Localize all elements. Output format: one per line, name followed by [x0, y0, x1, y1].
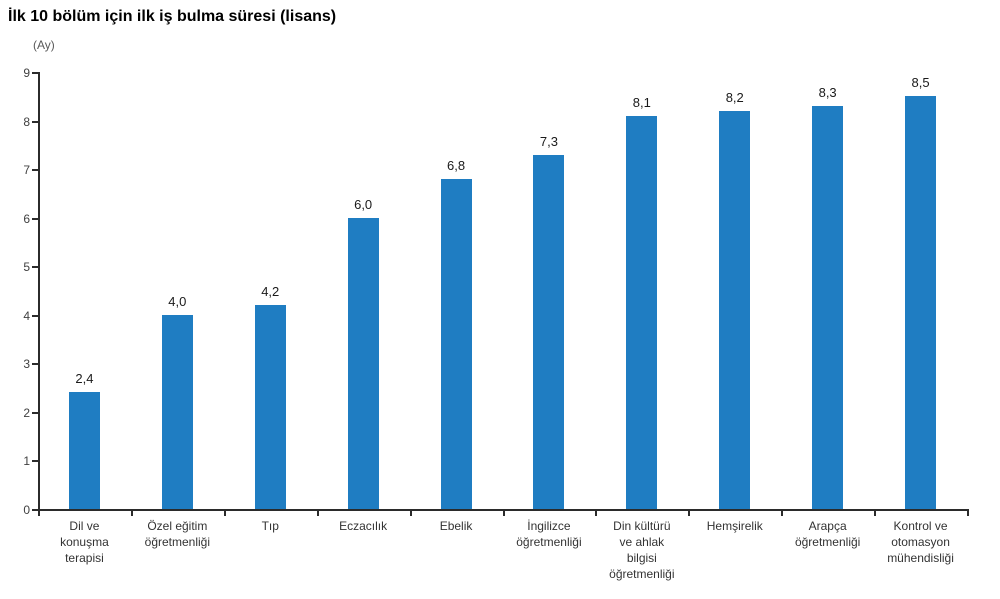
- bar: [347, 217, 379, 509]
- bar: [440, 178, 472, 509]
- bar: [626, 115, 658, 509]
- bar: [254, 305, 286, 509]
- x-axis-category-label: Kontrol ve otomasyon mühendisliği: [887, 519, 954, 565]
- bar: [905, 96, 937, 509]
- bar-value-label: 4,2: [261, 284, 280, 300]
- y-axis-tick: [32, 72, 38, 74]
- x-axis-tick: [595, 511, 598, 516]
- bar-value-label: 2,4: [75, 371, 94, 387]
- y-tick-label: 1: [23, 454, 30, 469]
- bar-value-label: 8,5: [911, 75, 930, 91]
- x-axis-tick: [967, 511, 969, 516]
- bar-value-label: 6,8: [447, 157, 466, 173]
- bar: [68, 392, 100, 509]
- y-tick-label: 4: [23, 308, 30, 323]
- bar: [812, 105, 844, 509]
- y-axis-tick: [32, 169, 38, 172]
- bar: [719, 110, 751, 509]
- x-axis-category-label: Eczacılık: [339, 519, 388, 533]
- bar-value-label: 8,3: [818, 84, 837, 100]
- x-axis-tick: [874, 511, 877, 516]
- y-axis-tick: [32, 120, 38, 123]
- bar: [161, 314, 193, 509]
- x-axis-category-label: Arapça öğretmenliği: [794, 519, 861, 549]
- x-axis-category-label: Hemşirelik: [706, 519, 763, 533]
- x-axis-tick: [781, 511, 784, 516]
- y-tick-label: 8: [23, 114, 30, 129]
- y-tick-label: 0: [23, 503, 30, 517]
- y-axis: [38, 72, 40, 511]
- x-axis-tick: [38, 511, 40, 516]
- x-axis-category-label: Özel eğitim öğretmenliği: [144, 519, 211, 549]
- bar-value-label: 4,0: [168, 293, 187, 309]
- y-tick-label: 3: [23, 357, 30, 372]
- x-axis-tick: [502, 511, 505, 516]
- chart-title: İlk 10 bölüm için ilk iş bulma süresi (l…: [8, 8, 337, 25]
- bar-value-label: 8,2: [725, 89, 744, 105]
- y-tick-label: 6: [23, 211, 30, 226]
- x-axis: [38, 509, 969, 511]
- x-axis-tick: [130, 511, 133, 516]
- y-axis-tick: [32, 509, 38, 511]
- y-axis-tick: [32, 266, 38, 269]
- x-axis-category-label: Din kültürü ve ahlak bilgisi öğretmenliğ…: [609, 519, 675, 581]
- bar: [533, 154, 565, 509]
- bar-value-label: 6,0: [354, 196, 373, 212]
- y-tick-label: 7: [23, 163, 30, 178]
- x-axis-category-label: İngilizce öğretmenliği: [516, 519, 582, 549]
- x-axis-tick: [223, 511, 226, 516]
- x-axis-tick: [316, 511, 319, 516]
- x-axis-category-label: Ebelik: [439, 519, 473, 533]
- x-axis-tick: [688, 511, 691, 516]
- y-axis-unit-label: (Ay): [33, 38, 55, 52]
- y-axis-tick: [32, 460, 38, 463]
- y-axis-tick: [32, 363, 38, 366]
- y-tick-label: 5: [23, 260, 30, 275]
- x-axis-category-label: Dil ve konuşma terapisi: [60, 519, 109, 565]
- y-tick-label: 2: [23, 405, 30, 420]
- y-axis-tick: [32, 411, 38, 414]
- y-axis-tick: [32, 217, 38, 220]
- y-tick-label: 9: [23, 66, 30, 80]
- x-axis-category-label: Tıp: [261, 519, 279, 533]
- y-axis-tick: [32, 314, 38, 317]
- bar-value-label: 8,1: [632, 94, 651, 110]
- bar-value-label: 7,3: [539, 133, 558, 149]
- x-axis-tick: [409, 511, 412, 516]
